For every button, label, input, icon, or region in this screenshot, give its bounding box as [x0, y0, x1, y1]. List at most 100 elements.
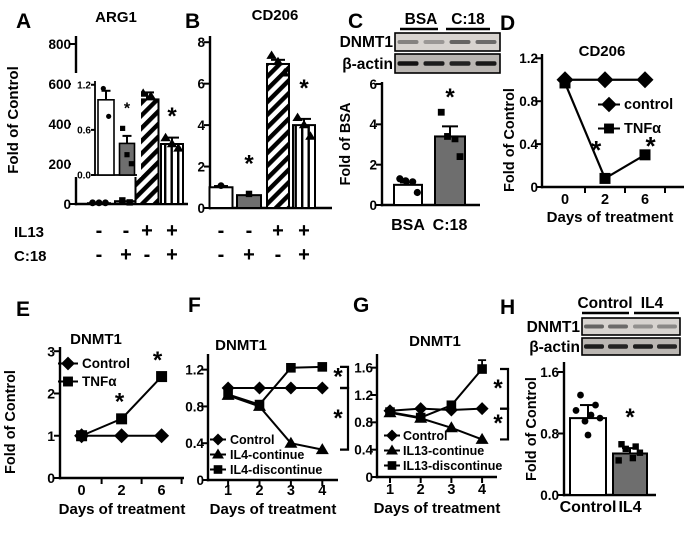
legend-label: TNFα [624, 121, 661, 137]
series-TNFα [76, 371, 168, 442]
panel-G-chart: G DNMT1 0 0.4 0.8 1.2 1.6 1 2 3 4 Days of treatment… [353, 294, 510, 517]
data-point [284, 436, 298, 448]
y-tick-label: 800 [48, 37, 71, 52]
x-tick-label: 2 [118, 483, 126, 499]
condition-sign: - [96, 220, 103, 242]
blot-band [475, 40, 497, 44]
legend-marker [63, 376, 73, 387]
significance-star: * [445, 84, 455, 111]
blot-band [397, 61, 419, 66]
y-tick-label: 1 [47, 428, 55, 444]
data-point [166, 138, 178, 148]
bar-0 [208, 186, 234, 210]
data-point [315, 381, 329, 395]
data-point [116, 413, 128, 425]
panel-f: F DNMT1 0 0.4 0.8 1.2 1 2 3 4 Days of treatment * * C… [185, 286, 354, 544]
significance-star: * [115, 389, 125, 416]
blot-row-label: DNMT1 [340, 34, 394, 51]
condition-sign: + [166, 244, 178, 266]
bar-1 [118, 142, 136, 176]
data-point [298, 119, 310, 129]
significance-star: * [333, 405, 343, 432]
data-point [615, 457, 622, 464]
data-point [402, 177, 410, 185]
legend-marker [61, 356, 75, 371]
panel-E-chart: E DNMT1 Fold of Control 0 1 2 3 0 2 6 Days of trea… [3, 298, 185, 518]
blot-row-label: β-actin [342, 56, 393, 73]
panel-title: CD206 [579, 43, 626, 60]
legend-label: Control [82, 356, 130, 371]
condition-sign: - [96, 244, 103, 266]
significance-star: * [493, 410, 503, 437]
data-point [245, 190, 253, 198]
y-tick-label: 2 [47, 386, 55, 402]
data-point [76, 430, 88, 442]
x-tick-label: 0 [561, 192, 569, 208]
data-point [596, 414, 604, 422]
data-point [456, 153, 464, 161]
series-control [556, 71, 654, 89]
data-point [120, 125, 126, 131]
y-tick-label: 1.6 [354, 361, 373, 376]
x-tick-label: 6 [641, 192, 649, 208]
x-category-label: Control [560, 499, 617, 516]
significance-star: * [299, 75, 309, 102]
condition-sign: - [144, 244, 151, 266]
data-point [636, 449, 644, 456]
data-point [160, 132, 171, 142]
x-tick-label: 2 [417, 482, 425, 498]
x-tick-label: 2 [601, 192, 609, 208]
bar-2 [266, 62, 290, 209]
data-point [437, 108, 445, 116]
y-tick-label: 0.4 [185, 436, 204, 451]
condition-sign: - [246, 220, 253, 242]
significance-star: * [625, 404, 635, 431]
y-tick-label: 0.6 [77, 125, 91, 136]
condition-sign: + [298, 244, 310, 266]
y-tick-label: 1.6 [540, 365, 559, 380]
condition-sign: + [272, 220, 284, 242]
legend: control TNFα [598, 96, 673, 137]
data-point [145, 91, 157, 100]
y-tick-label: 3 [47, 343, 55, 359]
data-point [284, 381, 298, 395]
blot-band [584, 324, 604, 329]
panel-letter: G [353, 294, 369, 317]
data-point [618, 441, 625, 448]
x-tick-label: 4 [478, 482, 486, 498]
x-tick-label: 3 [447, 482, 455, 498]
legend-label: control [624, 97, 673, 113]
data-point [475, 402, 489, 416]
data-point [446, 400, 457, 411]
data-point [315, 443, 329, 455]
data-point [254, 399, 265, 410]
blot-band [423, 61, 445, 66]
data-point [396, 175, 404, 183]
blot-band [608, 324, 628, 329]
data-point [292, 112, 303, 122]
data-point [272, 56, 284, 66]
data-point [114, 428, 130, 444]
data-point [581, 417, 589, 425]
data-point [477, 364, 487, 374]
y-tick-label: 2 [369, 158, 377, 173]
y-tick-label: 0 [369, 198, 377, 213]
data-point [156, 371, 168, 383]
x-axis-label: Days of treatment [374, 500, 501, 517]
data-point [154, 428, 170, 444]
data-point [102, 199, 109, 207]
y-tick-label: 0.4 [354, 443, 373, 458]
legend-marker [387, 461, 397, 470]
comparison-bracket [500, 407, 510, 441]
panel-F-group: F DNMT1 0 0.4 0.8 1.2 1 2 3 4 Days of treatment * * C… [185, 294, 350, 518]
y-tick-label: 1.2 [354, 388, 373, 403]
data-point [95, 199, 103, 207]
y-tick-label: 0 [530, 180, 538, 195]
panel-letter: F [188, 294, 201, 317]
legend-label: Control [230, 433, 274, 447]
condition-sign: - [123, 220, 130, 242]
data-point [173, 143, 184, 152]
